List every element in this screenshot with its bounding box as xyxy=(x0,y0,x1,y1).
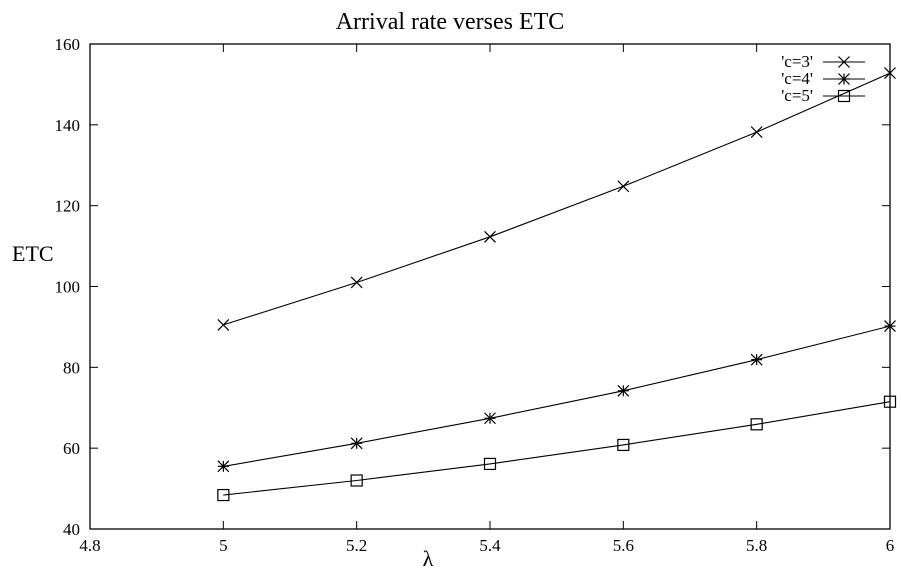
data-point-square xyxy=(350,474,363,487)
x-tick-label: 4.8 xyxy=(79,536,100,555)
series-line xyxy=(223,401,891,496)
legend: 'c=3''c=4''c=5' xyxy=(781,52,865,105)
legend-label: 'c=4' xyxy=(781,69,813,88)
y-tick-label: 100 xyxy=(55,278,81,297)
data-point-x xyxy=(484,230,496,243)
data-point-square xyxy=(617,438,630,452)
legend-label: 'c=3' xyxy=(781,52,813,71)
series-1 xyxy=(217,67,896,331)
series-line xyxy=(223,72,891,326)
y-tick-label: 120 xyxy=(55,197,81,216)
data-point-x xyxy=(750,126,763,139)
x-tick-label: 5.4 xyxy=(479,536,501,555)
data-point-x xyxy=(838,56,850,68)
x-tick-label: 6 xyxy=(886,536,895,555)
data-point-square xyxy=(837,89,851,103)
data-point-star xyxy=(838,73,850,85)
series-3 xyxy=(217,395,897,502)
y-tick-label: 60 xyxy=(63,439,80,458)
data-point-x xyxy=(217,318,230,331)
x-tick-label: 5.6 xyxy=(613,536,634,555)
plot-area-frame xyxy=(89,43,891,530)
y-tick-label: 80 xyxy=(63,358,80,377)
x-axis-label: λ xyxy=(423,546,434,571)
data-point-star xyxy=(350,437,363,450)
x-tick-label: 5.8 xyxy=(746,536,767,555)
data-point-square xyxy=(750,418,763,431)
data-point-star xyxy=(617,384,630,397)
y-tick-label: 140 xyxy=(55,116,81,135)
series-2 xyxy=(217,320,896,473)
data-point-square xyxy=(483,457,497,471)
legend-entry: 'c=5' xyxy=(781,86,865,105)
chart-title: Arrival rate verses ETC xyxy=(336,9,565,35)
data-point-star xyxy=(884,320,896,333)
y-tick-label: 40 xyxy=(63,520,80,539)
data-point-star xyxy=(217,460,230,473)
series-line xyxy=(223,325,891,467)
legend-entry: 'c=3' xyxy=(781,52,865,71)
y-axis-label: ETC xyxy=(12,241,54,266)
data-point-x xyxy=(617,180,630,193)
data-point-star xyxy=(484,412,496,425)
y-tick-label: 160 xyxy=(55,35,81,54)
data-point-square xyxy=(217,488,230,502)
x-tick-label: 5.2 xyxy=(346,536,367,555)
x-tick-label: 5 xyxy=(219,536,228,555)
data-point-x xyxy=(350,276,363,289)
data-point-square xyxy=(883,395,897,408)
legend-entry: 'c=4' xyxy=(781,69,865,88)
data-point-x xyxy=(884,67,896,80)
axis-ticks: 4.8 5 5.2 5.4 5.6 5.8 6 40 60 80 100 120 140 160 xyxy=(55,35,895,555)
legend-label: 'c=5' xyxy=(781,86,813,105)
data-point-star xyxy=(750,353,763,366)
data-series xyxy=(217,67,897,502)
